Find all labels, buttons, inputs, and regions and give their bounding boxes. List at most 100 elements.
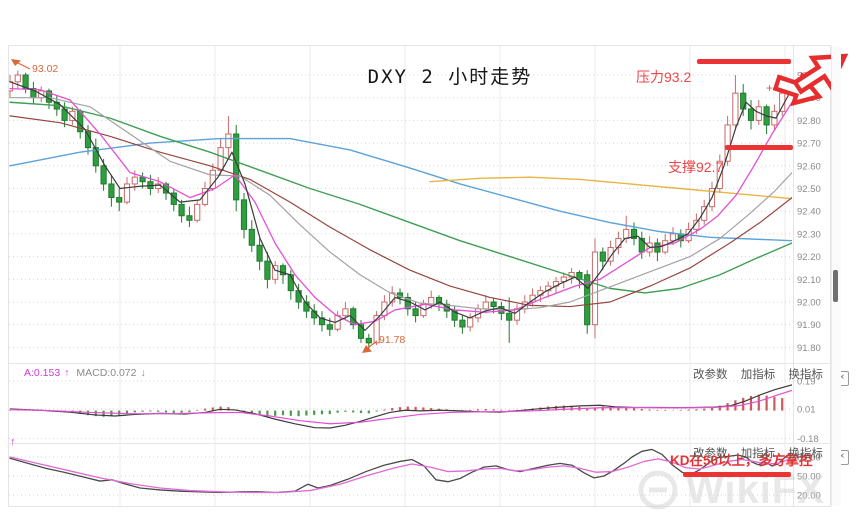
candle-body bbox=[357, 324, 365, 339]
candle-body bbox=[669, 233, 677, 242]
macd-change-params-button[interactable]: 改参数 bbox=[693, 369, 728, 381]
candle-body bbox=[724, 124, 731, 162]
main-axis-tick-label: 92.30 bbox=[797, 229, 821, 240]
candle-body bbox=[279, 265, 287, 276]
candle-body bbox=[116, 197, 123, 203]
candle-body bbox=[295, 290, 302, 303]
candle-body bbox=[209, 169, 216, 189]
page-title: DXY 2 小时走势 bbox=[367, 66, 533, 88]
kd-change-params-button[interactable]: 改参数 bbox=[693, 448, 728, 460]
kd-underline bbox=[683, 472, 791, 477]
candle-body bbox=[233, 133, 240, 201]
candle-body bbox=[467, 317, 474, 328]
macd-panel-separator bbox=[8, 363, 831, 364]
candle-body bbox=[607, 247, 614, 262]
kd-toolbar: 改参数 加指标 换指标 × bbox=[683, 445, 850, 465]
axis-divider bbox=[793, 45, 794, 507]
support-label: 支撑92.7 bbox=[668, 159, 724, 175]
candle-body bbox=[108, 183, 115, 199]
kd-axis-tick-label: 20.00 bbox=[797, 490, 821, 501]
candle-body bbox=[186, 215, 193, 221]
candle-body bbox=[194, 203, 201, 221]
ma-blue bbox=[9, 137, 792, 242]
main-axis-tick-label: 92.70 bbox=[797, 139, 821, 150]
candle-body bbox=[9, 81, 14, 92]
resistance-label: 压力93.2 bbox=[636, 69, 692, 85]
vertical-scrollbar-thumb[interactable] bbox=[833, 270, 838, 302]
macd-diff-line bbox=[9, 384, 792, 429]
candle-body bbox=[732, 92, 739, 126]
candle-body bbox=[482, 301, 489, 310]
resistance-line bbox=[697, 59, 791, 64]
candle-body bbox=[272, 265, 279, 280]
main-axis-tick-label: 93.00 bbox=[797, 71, 821, 82]
kd-panel-separator bbox=[8, 443, 831, 444]
main-axis-tick-label: 91.80 bbox=[797, 343, 821, 354]
swing-high-label: 93.02 bbox=[32, 63, 59, 75]
kd-up-arrow-icon: ↑ bbox=[10, 436, 16, 448]
ma-magenta bbox=[9, 87, 792, 326]
candle-body bbox=[240, 199, 248, 230]
main-axis-tick-label: 92.40 bbox=[797, 207, 821, 218]
ma-green bbox=[9, 101, 792, 294]
candle-body bbox=[178, 203, 185, 217]
kd-switch-indicator-button[interactable]: 换指标 bbox=[788, 448, 823, 460]
main-axis-tick-label: 92.20 bbox=[797, 252, 821, 263]
kd-add-indicator-button[interactable]: 加指标 bbox=[740, 448, 776, 460]
main-axis-tick-label: 92.60 bbox=[797, 161, 821, 172]
main-axis-tick-label: 92.10 bbox=[797, 275, 821, 286]
candle-body bbox=[701, 206, 708, 221]
macd-add-indicator-button[interactable]: 加指标 bbox=[740, 369, 776, 381]
candle-body bbox=[123, 183, 131, 203]
candle-body bbox=[404, 296, 411, 310]
kd-k-line bbox=[9, 448, 791, 494]
candle-body bbox=[342, 308, 349, 317]
candle-body bbox=[217, 147, 224, 171]
chart-frame bbox=[8, 45, 831, 507]
dea-up-arrow-icon: ↑ bbox=[64, 367, 70, 379]
macd-value-label: A:0.153 ↑ MACD:0.072 ↓ bbox=[24, 367, 150, 379]
main-axis-tick-label: 92.90 bbox=[797, 93, 821, 104]
candle-body bbox=[287, 274, 294, 292]
candle-body bbox=[623, 228, 630, 239]
main-axis-tick-label: 92.00 bbox=[797, 298, 821, 309]
candle-body bbox=[131, 176, 138, 185]
candle-body bbox=[459, 319, 466, 328]
candle-body bbox=[490, 301, 497, 308]
macd-axis-tick-label: -0.18 bbox=[797, 434, 819, 445]
macd-down-arrow-icon: ↓ bbox=[140, 367, 146, 379]
candle-body bbox=[693, 219, 700, 230]
swing-low-label: 91.78 bbox=[379, 334, 406, 346]
candle-body bbox=[740, 92, 747, 110]
candle-body bbox=[599, 251, 606, 262]
candle-body bbox=[630, 228, 638, 239]
macd-value: MACD:0.072 bbox=[76, 367, 137, 379]
candle-body bbox=[412, 308, 419, 317]
candle-body bbox=[584, 274, 591, 326]
dea-value: A:0.153 bbox=[24, 367, 61, 379]
candle-body bbox=[451, 310, 458, 321]
kd-note-label: KD在50以上，多方掌控 bbox=[670, 453, 813, 468]
candle-body bbox=[69, 110, 76, 121]
main-axis-tick-label: 91.90 bbox=[797, 320, 821, 331]
main-axis-tick-label: 92.80 bbox=[797, 116, 821, 127]
candle-body bbox=[225, 133, 232, 149]
macd-switch-indicator-button[interactable]: 换指标 bbox=[788, 369, 823, 381]
macd-axis-tick-label: 0.01 bbox=[797, 405, 816, 416]
support-line bbox=[725, 145, 793, 150]
candle-body bbox=[14, 74, 21, 83]
candle-body bbox=[100, 165, 107, 185]
candle-body bbox=[506, 312, 513, 321]
macd-axis-tick-label: 0.19 bbox=[797, 376, 816, 387]
candle-body bbox=[591, 251, 599, 326]
macd-toolbar: 改参数 加指标 换指标 × bbox=[683, 366, 850, 386]
ma-yellow bbox=[429, 176, 792, 200]
ma-brown bbox=[9, 115, 792, 308]
kd-axis-tick-label: 50.00 bbox=[797, 472, 821, 483]
candle-body bbox=[747, 108, 755, 121]
candle-body bbox=[264, 260, 271, 280]
candle-body bbox=[365, 337, 372, 344]
candle-body bbox=[256, 244, 263, 262]
